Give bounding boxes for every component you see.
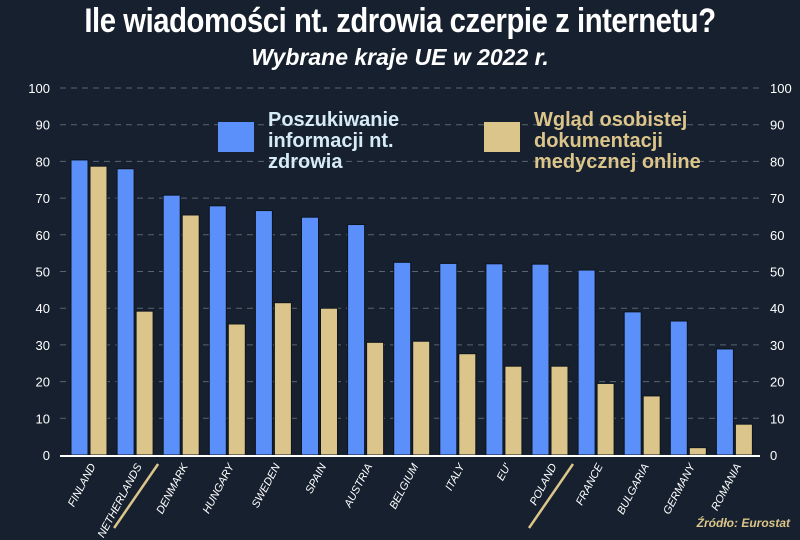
- legend-swatch-blue: [218, 122, 254, 152]
- x-tick-label: POLAND: [528, 462, 560, 508]
- bar-search: [623, 311, 642, 456]
- x-tick-label: EU': [495, 461, 514, 483]
- x-tick-label: HUNGARY: [201, 461, 238, 515]
- bar-search: [439, 262, 458, 456]
- y-tick-label-left: 70: [36, 191, 50, 206]
- y-tick-label-right: 80: [770, 154, 784, 169]
- bar-search: [715, 348, 734, 456]
- y-tick-label-right: 60: [770, 228, 784, 243]
- bar-records: [688, 447, 707, 456]
- bar-search: [347, 224, 366, 456]
- bar-records: [135, 310, 154, 456]
- legend-label: Wgląd osobistej dokumentacji medycznej o…: [534, 109, 701, 173]
- x-tick-label: ITALY: [443, 461, 467, 493]
- x-tick-label: FINLAND: [66, 462, 99, 509]
- legend-swatch-gold: [484, 122, 520, 152]
- y-tick-label-left: 50: [36, 265, 50, 280]
- bar-records: [89, 165, 108, 456]
- bar-search: [116, 168, 135, 456]
- chart-title: Ile wiadomości nt. zdrowia czerpie z int…: [84, 2, 716, 40]
- y-tick-label-left: 60: [36, 228, 50, 243]
- y-tick-label-left: 80: [36, 154, 50, 169]
- bar-records: [550, 365, 569, 456]
- bar-records: [412, 340, 431, 456]
- y-tick-label-left: 20: [36, 375, 50, 390]
- y-tick-label-left: 40: [36, 301, 50, 316]
- bar-records: [642, 395, 661, 456]
- legend-label: Poszukiwanie informacji nt. zdrowia: [268, 109, 400, 173]
- y-tick-label-right: 30: [770, 338, 784, 353]
- bar-records: [458, 353, 477, 456]
- y-tick-label-left: 30: [36, 338, 50, 353]
- bar-records: [227, 323, 246, 456]
- y-tick-label-right: 70: [770, 191, 784, 206]
- bar-search: [531, 263, 550, 456]
- x-tick-label: BELGIUM: [388, 461, 422, 511]
- bar-records: [273, 302, 292, 456]
- y-tick-label-left: 10: [36, 411, 50, 426]
- highlight-underline: [527, 463, 575, 529]
- y-tick-label-right: 40: [770, 301, 784, 316]
- x-tick-label: NETHERLANDS: [96, 461, 145, 540]
- bar-search: [669, 320, 688, 456]
- y-tick-label-right: 100: [770, 81, 792, 96]
- highlight-underline: [113, 463, 160, 529]
- legend-item-search: Poszukiwanie informacji nt. zdrowia: [218, 110, 428, 173]
- x-tick-label: SWEDEN: [250, 462, 283, 510]
- x-tick-label: SPAIN: [303, 462, 329, 496]
- x-tick-label: FRANCE: [574, 461, 606, 507]
- bar-search: [162, 194, 181, 456]
- bar-records: [596, 382, 615, 456]
- bar-records: [734, 423, 753, 456]
- x-tick-label: BULGARIA: [615, 462, 652, 517]
- bar-search: [577, 269, 596, 456]
- bar-records: [504, 365, 523, 456]
- x-tick-label: GERMANY: [661, 461, 698, 516]
- x-tick-label: ROMANIA: [709, 462, 744, 513]
- y-tick-label-right: 50: [770, 265, 784, 280]
- bar-records: [181, 214, 200, 456]
- y-tick-label-left: 100: [28, 81, 50, 96]
- y-tick-label-right: 90: [770, 118, 784, 133]
- chart-subtitle: Wybrane kraje UE w 2022 r.: [251, 44, 549, 70]
- bar-search: [393, 261, 412, 456]
- bar-records: [320, 307, 338, 456]
- source-note: Źródło: Eurostat: [696, 516, 790, 530]
- x-tick-label: AUSTRIA: [342, 462, 375, 511]
- bar-search: [208, 205, 227, 456]
- y-tick-label-left: 0: [43, 448, 50, 463]
- bar-search: [70, 159, 89, 456]
- bar-search: [485, 263, 504, 456]
- bar-records: [366, 341, 385, 456]
- bar-search: [301, 216, 319, 456]
- legend-item-records: Wgląd osobistej dokumentacji medycznej o…: [484, 110, 734, 173]
- y-tick-label-left: 90: [36, 118, 50, 133]
- x-tick-label: DENMARK: [154, 461, 191, 516]
- y-tick-label-right: 10: [770, 411, 784, 426]
- bar-search: [254, 210, 273, 456]
- y-tick-label-right: 0: [770, 448, 777, 463]
- y-tick-label-right: 20: [770, 375, 784, 390]
